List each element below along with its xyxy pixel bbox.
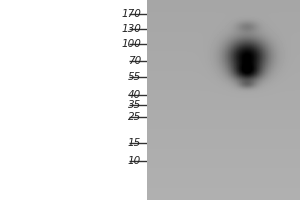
Text: 35: 35 bbox=[128, 100, 141, 110]
Text: 170: 170 bbox=[121, 9, 141, 19]
Text: 100: 100 bbox=[121, 39, 141, 49]
Text: 130: 130 bbox=[121, 24, 141, 34]
Text: 10: 10 bbox=[128, 156, 141, 166]
Text: 40: 40 bbox=[128, 90, 141, 100]
Text: 70: 70 bbox=[128, 56, 141, 66]
Text: 55: 55 bbox=[128, 72, 141, 82]
Text: 25: 25 bbox=[128, 112, 141, 122]
Text: 15: 15 bbox=[128, 138, 141, 148]
